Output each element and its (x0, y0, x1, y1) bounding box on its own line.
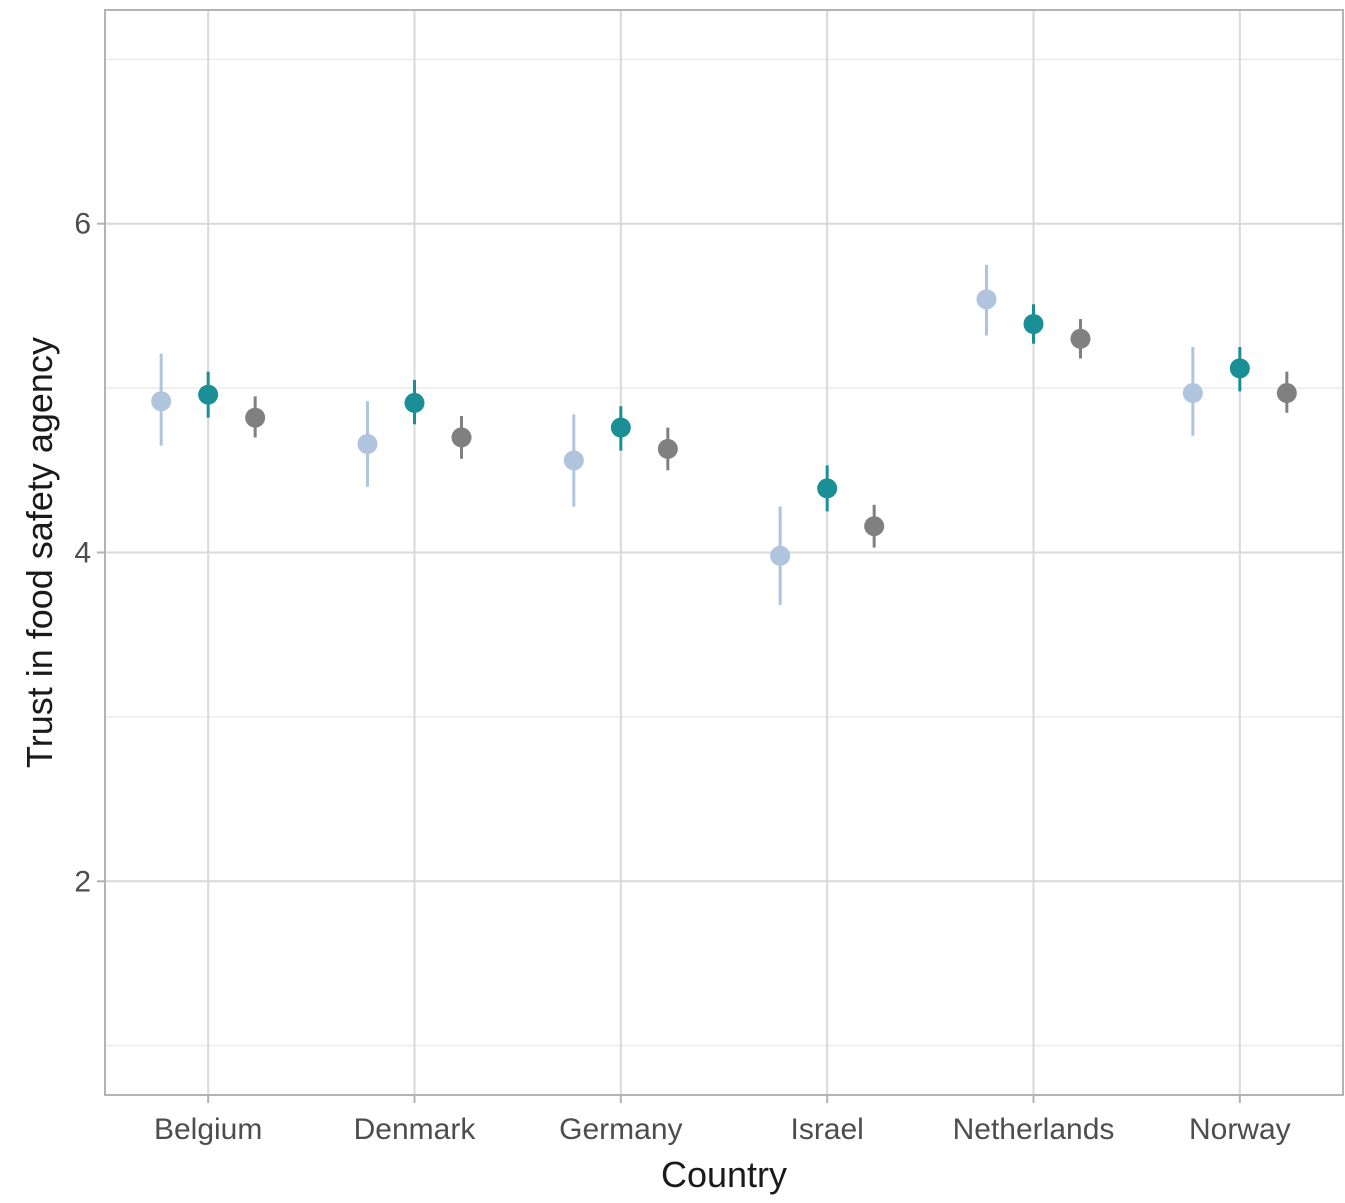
x-tick-label: Netherlands (953, 1113, 1115, 1146)
data-point (610, 417, 631, 438)
data-point (1023, 313, 1044, 334)
data-point (770, 545, 791, 566)
data-point (198, 384, 219, 405)
x-tick-label: Israel (790, 1113, 863, 1146)
axis-ticks (97, 222, 1241, 1103)
x-tick-label: Denmark (354, 1113, 477, 1146)
data-point (357, 434, 378, 454)
data-point (1276, 383, 1297, 404)
y-tick-label: 2 (74, 865, 91, 898)
y-tick-label: 6 (74, 208, 91, 241)
data-point (976, 289, 997, 310)
data-point (451, 427, 472, 448)
tick-labels: 2 4 6 Belgium Denmark Germany Israel Netherland… (74, 208, 1290, 1146)
data-point (1229, 358, 1250, 379)
data-point (151, 391, 172, 412)
major-gridlines (105, 10, 1343, 1095)
x-axis-title: Country (661, 1154, 787, 1195)
data-marks (151, 264, 1297, 606)
data-point (245, 407, 266, 428)
y-tick-label: 4 (74, 537, 91, 570)
x-tick-label: Belgium (154, 1113, 262, 1146)
y-axis-title: Trust in food safety agency (19, 337, 60, 768)
data-point (817, 478, 838, 499)
data-point (1182, 383, 1203, 404)
minor-gridlines (105, 58, 1343, 1047)
data-point (864, 516, 885, 537)
x-tick-label: Germany (559, 1113, 682, 1146)
data-point (563, 450, 584, 471)
data-point (404, 392, 425, 413)
data-point (657, 438, 678, 459)
data-point (1070, 328, 1091, 349)
x-tick-label: Norway (1189, 1113, 1291, 1146)
